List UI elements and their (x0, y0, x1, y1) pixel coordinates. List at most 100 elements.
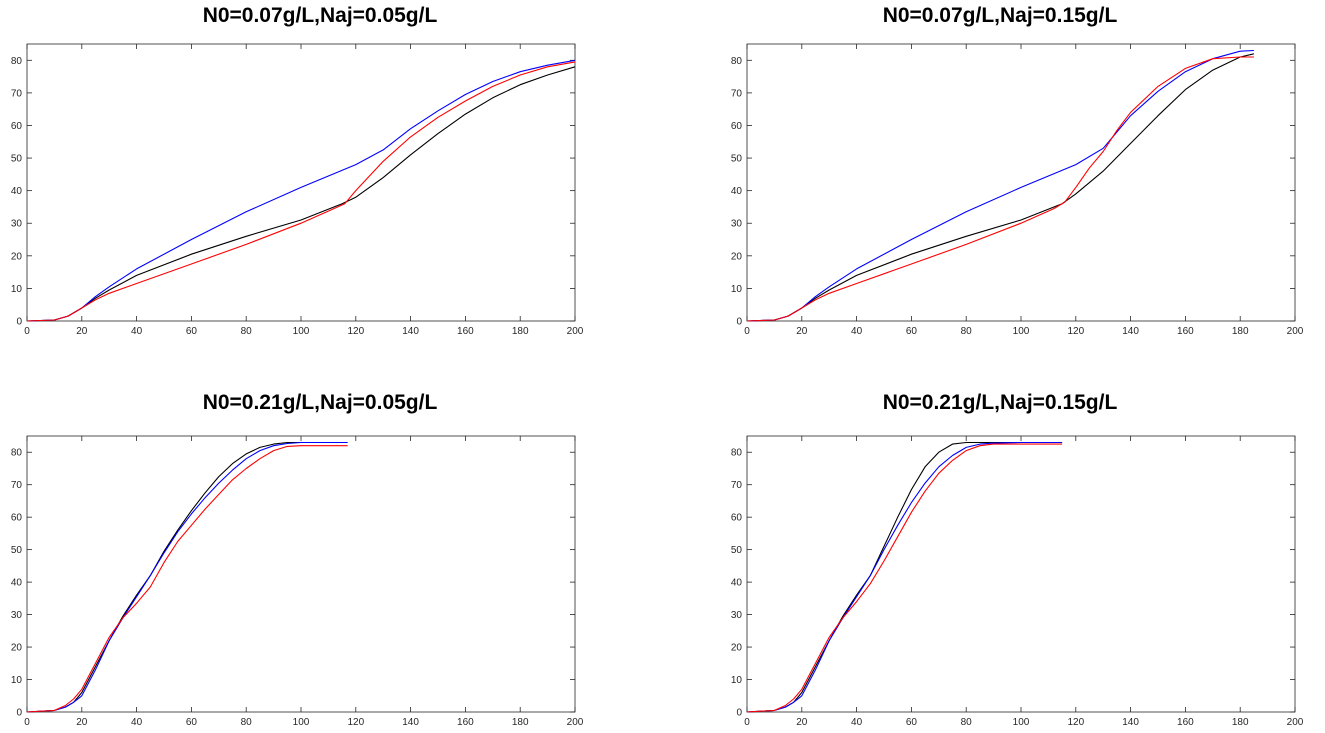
y-tick-label: 60 (731, 513, 743, 524)
y-tick-label: 70 (11, 88, 23, 99)
series-line-2 (746, 443, 1063, 713)
x-tick-label: 20 (76, 326, 88, 337)
x-tick-label: 40 (131, 717, 143, 728)
subplot-bottom-left: N0=0.21g/L,Naj=0.05g/L 0 20 40 60 80 100 120 14… (0, 366, 640, 732)
y-tick-label: 70 (11, 480, 23, 491)
x-tick-label: 120 (1067, 717, 1084, 728)
plot-area: 0 20 40 60 80 100 120 140 160 180 200 0 10 20 30 40 50 60… (11, 43, 584, 337)
y-tick-label: 10 (11, 284, 23, 295)
y-tick-label: 80 (731, 56, 743, 67)
subplot-top-left: N0=0.07g/L,Naj=0.05g/L 0 20 40 60 80 100 120 14… (0, 0, 640, 366)
x-tick-label: 40 (851, 717, 863, 728)
x-tick-label: 60 (906, 717, 918, 728)
x-tick-label: 0 (744, 326, 750, 337)
x-tick-label: 140 (402, 717, 419, 728)
series-line-1 (26, 441, 348, 713)
y-tick-label: 40 (731, 578, 743, 589)
y-tick-label: 40 (731, 186, 743, 197)
axes-box (26, 43, 576, 322)
x-tick-label: 60 (906, 326, 918, 337)
x-tick-label: 200 (1287, 717, 1304, 728)
x-tick-label: 60 (186, 326, 198, 337)
x-tick-label: 120 (1067, 326, 1084, 337)
axes-box (746, 43, 1296, 322)
y-tick-label: 50 (731, 545, 743, 556)
y-tick-label: 10 (731, 284, 743, 295)
y-tick-label: 50 (731, 154, 743, 165)
subplot-top-right: N0=0.07g/L,Naj=0.15g/L 0 20 40 60 80 100 120 14… (680, 0, 1320, 366)
x-tick-label: 80 (241, 717, 253, 728)
axes-box (746, 435, 1296, 713)
subplot-title: N0=0.07g/L,Naj=0.05g/L (202, 4, 438, 27)
x-tick-label: 200 (567, 717, 584, 728)
subplot-title: N0=0.21g/L,Naj=0.15g/L (882, 391, 1118, 414)
x-tick-label: 180 (512, 326, 529, 337)
x-tick-label: 160 (1177, 326, 1194, 337)
y-tick-label: 80 (731, 448, 743, 459)
x-tick-label: 0 (24, 326, 30, 337)
y-tick-label: 0 (16, 708, 22, 719)
y-tick-label: 30 (11, 610, 23, 621)
y-tick-label: 70 (731, 480, 743, 491)
series-line-2 (26, 445, 348, 713)
y-tick-label: 20 (11, 643, 23, 654)
x-tick-label: 100 (293, 717, 310, 728)
y-tick-label: 0 (736, 708, 742, 719)
x-tick-label: 140 (1122, 326, 1139, 337)
x-tick-label: 80 (961, 717, 973, 728)
x-tick-label: 120 (347, 326, 364, 337)
y-tick-label: 20 (731, 643, 743, 654)
x-tick-label: 120 (347, 717, 364, 728)
x-tick-label: 80 (241, 326, 253, 337)
series-line-2 (746, 56, 1254, 322)
x-tick-label: 140 (402, 326, 419, 337)
x-tick-label: 20 (796, 717, 808, 728)
x-tick-label: 160 (457, 717, 474, 728)
subplot-title: N0=0.21g/L,Naj=0.05g/L (202, 391, 438, 414)
y-tick-label: 30 (11, 219, 23, 230)
y-tick-label: 80 (11, 56, 23, 67)
x-tick-label: 40 (851, 326, 863, 337)
x-tick-label: 160 (457, 326, 474, 337)
y-tick-label: 60 (11, 513, 23, 524)
x-tick-label: 200 (567, 326, 584, 337)
x-tick-label: 100 (1013, 326, 1030, 337)
axes-box (26, 435, 576, 713)
x-tick-label: 180 (512, 717, 529, 728)
x-tick-label: 100 (1013, 717, 1030, 728)
subplot-title: N0=0.07g/L,Naj=0.15g/L (882, 4, 1118, 27)
x-tick-label: 60 (186, 717, 198, 728)
y-tick-label: 10 (731, 675, 743, 686)
x-tick-label: 200 (1287, 326, 1304, 337)
y-tick-label: 40 (11, 186, 23, 197)
plot-area: 0 20 40 60 80 100 120 140 160 180 200 0 10 20 30 40 50 60… (731, 435, 1304, 728)
y-tick-label: 30 (731, 219, 743, 230)
y-tick-label: 40 (11, 578, 23, 589)
x-tick-label: 100 (293, 326, 310, 337)
y-tick-label: 50 (11, 545, 23, 556)
y-tick-label: 0 (736, 317, 742, 328)
y-tick-label: 20 (11, 251, 23, 262)
plot-area: 0 20 40 60 80 100 120 140 160 180 200 0 10 20 30 40 50 60… (11, 435, 584, 728)
x-tick-label: 140 (1122, 717, 1139, 728)
y-tick-label: 20 (731, 251, 743, 262)
subplot-bottom-right: N0=0.21g/L,Naj=0.15g/L 0 20 40 60 80 100 120 14… (680, 366, 1320, 732)
series-line-0 (26, 441, 348, 713)
x-tick-label: 80 (961, 326, 973, 337)
y-tick-label: 10 (11, 675, 23, 686)
plot-area: 0 20 40 60 80 100 120 140 160 180 200 0 10 20 30 40 50 60… (731, 43, 1304, 337)
y-tick-label: 80 (11, 448, 23, 459)
y-tick-label: 70 (731, 88, 743, 99)
x-tick-label: 180 (1232, 717, 1249, 728)
y-tick-label: 50 (11, 154, 23, 165)
x-tick-label: 20 (76, 717, 88, 728)
series-line-2 (26, 61, 576, 322)
y-tick-label: 60 (11, 121, 23, 132)
x-tick-label: 0 (744, 717, 750, 728)
series-line-1 (746, 441, 1063, 713)
y-tick-label: 0 (16, 317, 22, 328)
x-tick-label: 160 (1177, 717, 1194, 728)
x-tick-label: 20 (796, 326, 808, 337)
x-tick-label: 40 (131, 326, 143, 337)
